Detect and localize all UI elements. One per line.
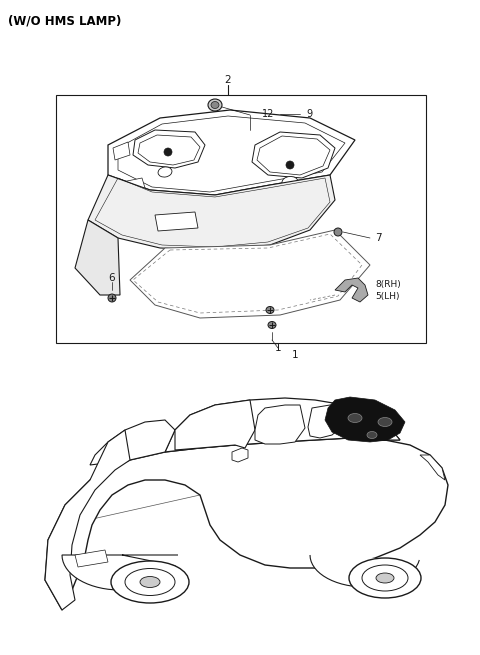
Polygon shape [420, 455, 445, 480]
Ellipse shape [140, 576, 160, 588]
Ellipse shape [268, 322, 276, 329]
Text: 8(RH): 8(RH) [375, 280, 401, 290]
Text: 9: 9 [306, 109, 312, 119]
Polygon shape [232, 448, 248, 462]
Ellipse shape [140, 196, 144, 200]
Polygon shape [252, 132, 335, 178]
Text: 1: 1 [292, 350, 298, 360]
Polygon shape [255, 405, 305, 444]
Polygon shape [210, 205, 237, 218]
Ellipse shape [367, 432, 377, 438]
Text: 6: 6 [108, 273, 115, 283]
Ellipse shape [125, 569, 175, 595]
Polygon shape [325, 397, 405, 442]
Ellipse shape [349, 558, 421, 598]
Ellipse shape [153, 223, 157, 227]
Ellipse shape [258, 220, 262, 224]
Ellipse shape [348, 413, 362, 422]
Ellipse shape [376, 573, 394, 583]
Polygon shape [45, 438, 448, 610]
Ellipse shape [111, 561, 189, 603]
Ellipse shape [334, 228, 342, 236]
Text: 2: 2 [225, 75, 231, 85]
Ellipse shape [362, 565, 408, 591]
Polygon shape [90, 420, 175, 465]
Polygon shape [75, 220, 120, 295]
Ellipse shape [282, 176, 298, 187]
Polygon shape [122, 178, 145, 192]
Polygon shape [330, 405, 400, 440]
Text: 12: 12 [262, 109, 275, 119]
Text: 7: 7 [375, 233, 382, 243]
Polygon shape [113, 142, 130, 160]
Bar [56, 95, 426, 343]
Text: (W/O HMS LAMP): (W/O HMS LAMP) [8, 14, 121, 27]
Polygon shape [108, 110, 355, 195]
Ellipse shape [286, 161, 294, 169]
Polygon shape [175, 400, 255, 450]
Ellipse shape [266, 307, 274, 314]
Polygon shape [62, 555, 178, 590]
Polygon shape [155, 212, 198, 231]
Ellipse shape [164, 148, 172, 156]
Ellipse shape [108, 294, 116, 302]
Polygon shape [133, 130, 205, 168]
Ellipse shape [196, 210, 200, 214]
Polygon shape [310, 555, 420, 587]
Polygon shape [302, 190, 322, 202]
Ellipse shape [158, 167, 172, 177]
Polygon shape [45, 430, 130, 610]
Polygon shape [130, 230, 370, 318]
Ellipse shape [211, 102, 219, 109]
Text: 5(LH): 5(LH) [375, 293, 399, 301]
Polygon shape [335, 278, 368, 302]
Polygon shape [88, 175, 335, 250]
Polygon shape [308, 405, 345, 438]
Polygon shape [165, 398, 400, 452]
Ellipse shape [378, 417, 392, 426]
Text: 1: 1 [275, 343, 281, 353]
Polygon shape [75, 550, 108, 567]
Ellipse shape [208, 99, 222, 111]
